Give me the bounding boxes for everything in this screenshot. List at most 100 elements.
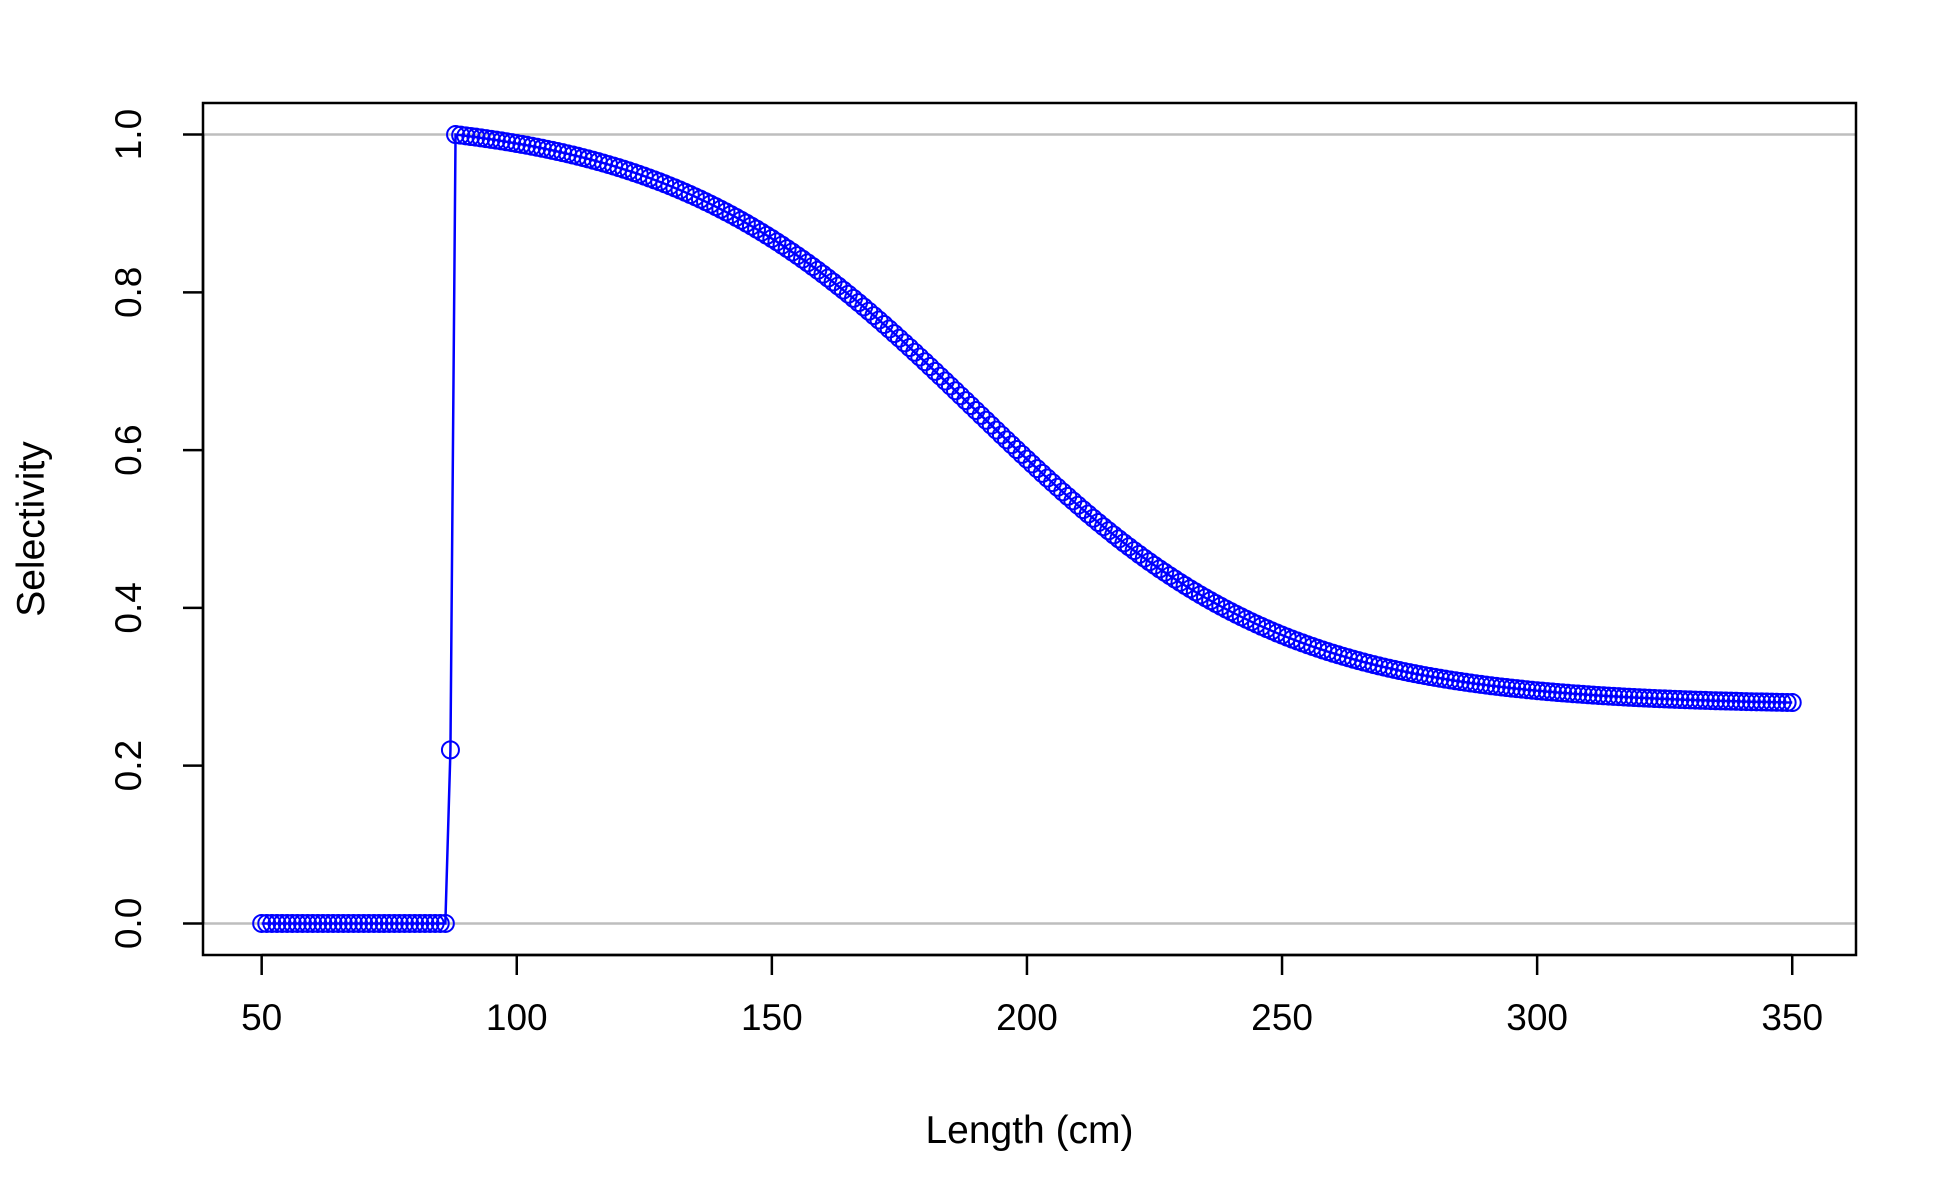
- data-point: [1650, 689, 1670, 709]
- data-point: [420, 913, 440, 933]
- data-point: [1573, 684, 1593, 704]
- y-axis: 0.0 0.2 0.4 0.6 0.8 1.0: [108, 109, 205, 949]
- data-point: [1772, 692, 1792, 712]
- data-point: [1537, 682, 1557, 702]
- data-point: [1588, 685, 1608, 705]
- data-point: [405, 913, 425, 933]
- data-point: [1160, 566, 1180, 586]
- data-point: [1542, 682, 1562, 702]
- data-point: [1624, 687, 1644, 707]
- data-point: [1634, 688, 1654, 708]
- data-point: [1593, 686, 1613, 706]
- data-point: [787, 246, 807, 266]
- data-point: [415, 913, 435, 933]
- data-point: [374, 913, 394, 933]
- data-point: [1532, 681, 1552, 701]
- data-point: [359, 913, 379, 933]
- data-point: [440, 740, 460, 760]
- data-point: [410, 913, 430, 933]
- data-point: [313, 913, 333, 933]
- data-point: [981, 415, 1001, 435]
- data-point: [1716, 691, 1736, 711]
- data-point: [395, 913, 415, 933]
- data-point: [1553, 683, 1573, 703]
- data-point: [328, 913, 348, 933]
- data-point: [757, 225, 777, 245]
- data-point: [1685, 690, 1705, 710]
- x-tick-label-250: 250: [1251, 997, 1313, 1038]
- data-point: [1736, 692, 1756, 712]
- data-point: [257, 913, 277, 933]
- data-point: [961, 396, 981, 416]
- x-tick-label-100: 100: [486, 997, 548, 1038]
- x-tick-label-50: 50: [241, 997, 282, 1038]
- data-point: [1599, 686, 1619, 706]
- data-point: [1757, 692, 1777, 712]
- data-point: [1017, 449, 1037, 469]
- x-tick-label-200: 200: [996, 997, 1058, 1038]
- data-point: [1782, 693, 1802, 713]
- data-point: [1731, 691, 1751, 711]
- data-point: [940, 376, 960, 396]
- data-point: [1007, 440, 1027, 460]
- data-point: [1558, 683, 1578, 703]
- data-point: [767, 232, 787, 252]
- data-point: [1027, 459, 1047, 479]
- data-point: [752, 222, 772, 242]
- data-point: [1747, 692, 1767, 712]
- y-tick-label-1.0: 1.0: [108, 109, 149, 160]
- data-point: [1180, 579, 1200, 599]
- data-point: [252, 913, 272, 933]
- data-point: [946, 381, 966, 401]
- data-point: [777, 239, 797, 259]
- data-point: [1022, 454, 1042, 474]
- data-point: [1563, 684, 1583, 704]
- y-tick-label-0.4: 0.4: [108, 582, 149, 633]
- data-point: [389, 913, 409, 933]
- data-point: [1578, 685, 1598, 705]
- data-point: [1134, 548, 1154, 568]
- data-point: [287, 913, 307, 933]
- data-point: [282, 913, 302, 933]
- data-point: [364, 913, 384, 933]
- data-point: [1548, 682, 1568, 702]
- x-axis-title: Length (cm): [925, 1109, 1133, 1152]
- data-point: [1665, 689, 1685, 709]
- data-point: [369, 913, 389, 933]
- data-point: [1675, 690, 1695, 710]
- data-point: [986, 420, 1006, 440]
- data-point: [1175, 576, 1195, 596]
- data-point: [1711, 691, 1731, 711]
- data-point: [308, 913, 328, 933]
- data-point: [1139, 552, 1159, 572]
- data-point: [782, 242, 802, 262]
- data-point: [354, 913, 374, 933]
- data-point: [425, 913, 445, 933]
- data-point: [741, 216, 761, 236]
- data-point: [344, 913, 363, 933]
- x-axis: 50 100 150 200 250 300 350: [241, 953, 1823, 1038]
- x-tick-label-350: 350: [1761, 997, 1823, 1038]
- data-point: [1583, 685, 1603, 705]
- data-point: [349, 913, 369, 933]
- data-point: [1604, 686, 1624, 706]
- data-point: [1170, 572, 1190, 592]
- data-point: [272, 913, 292, 933]
- data-point: [303, 913, 323, 933]
- data-point: [915, 352, 935, 372]
- data-point: [1701, 691, 1721, 711]
- data-point: [772, 235, 792, 255]
- data-point: [1690, 690, 1710, 710]
- data-point: [292, 913, 312, 933]
- selectivity-markers: [252, 125, 1802, 933]
- data-point: [905, 342, 925, 362]
- data-point: [1777, 692, 1797, 712]
- data-point: [430, 913, 450, 933]
- data-point: [338, 913, 358, 933]
- y-tick-label-0.0: 0.0: [108, 898, 149, 949]
- data-point: [1639, 688, 1659, 708]
- data-point: [400, 913, 420, 933]
- x-tick-label-150: 150: [741, 997, 803, 1038]
- y-tick-label-0.8: 0.8: [108, 267, 149, 318]
